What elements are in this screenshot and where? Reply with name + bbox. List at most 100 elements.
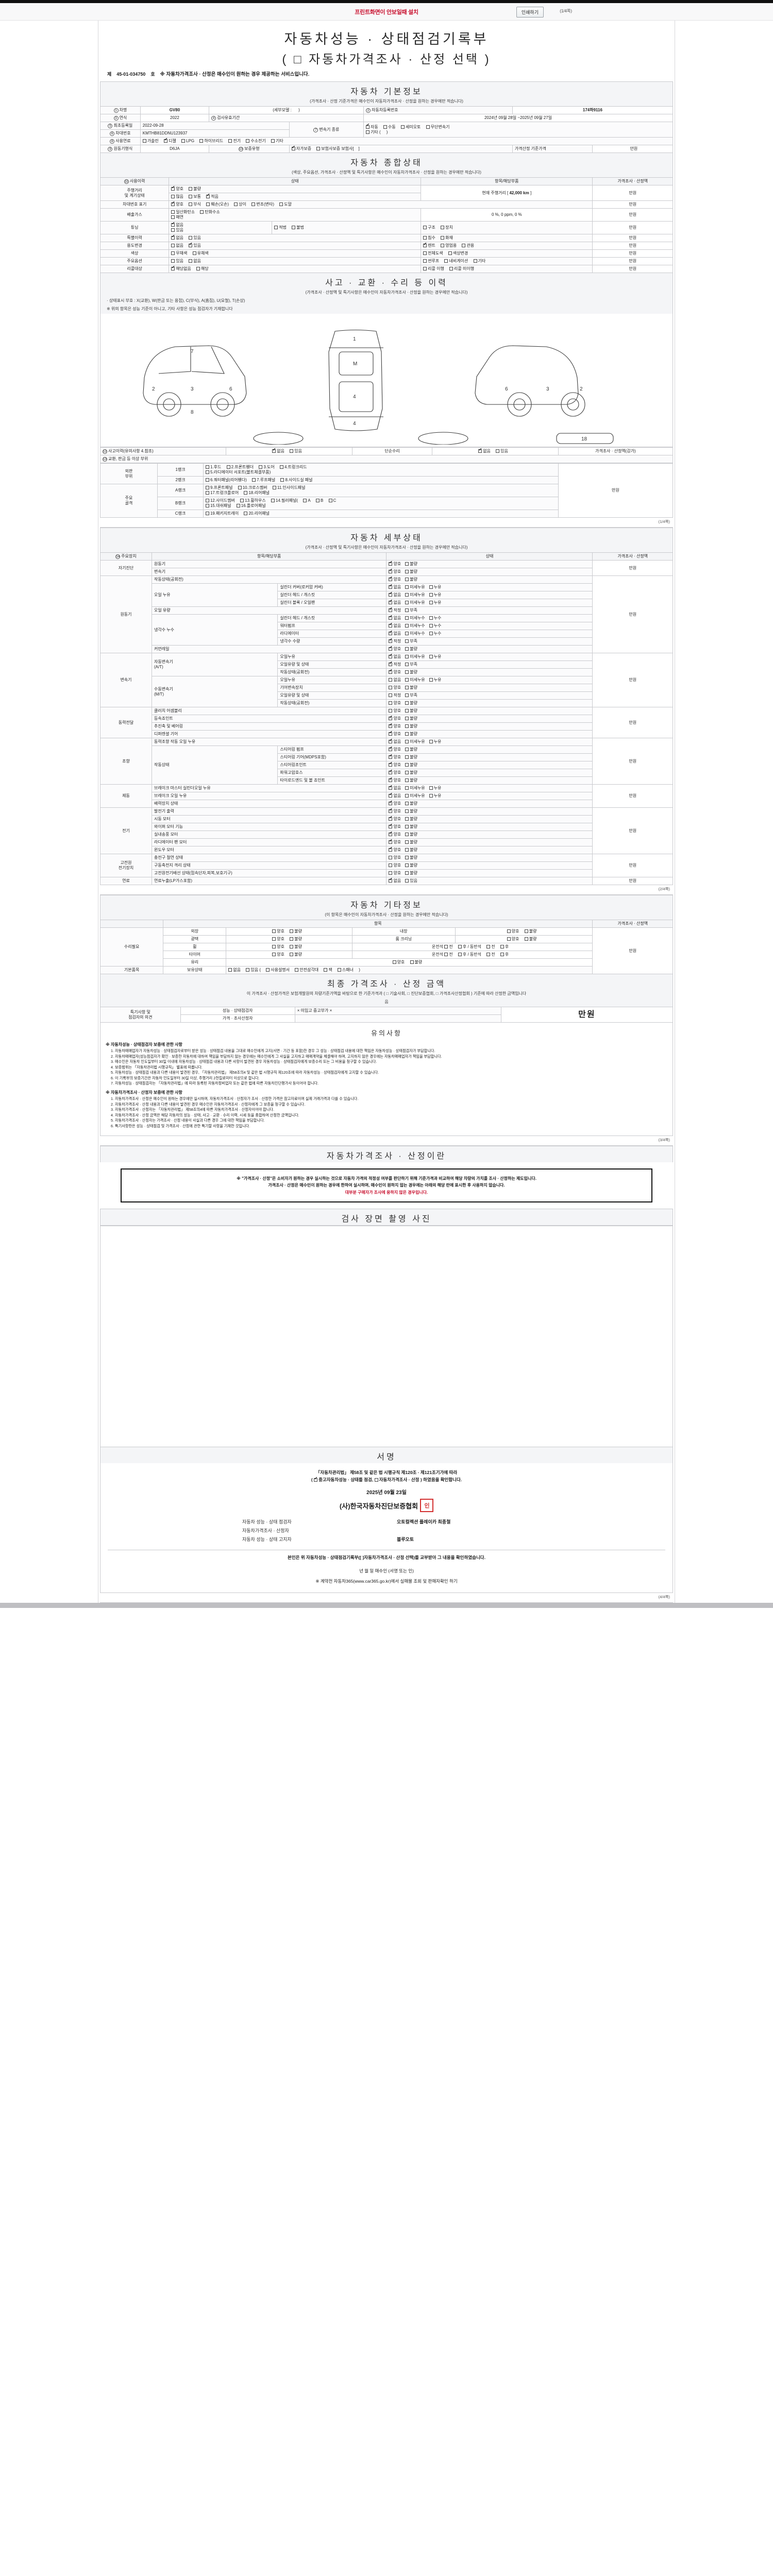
opt-device[interactable]: 장치 xyxy=(441,225,453,230)
checkbox-icon[interactable] xyxy=(444,259,448,263)
opt-누수[interactable]: 누수 xyxy=(429,631,441,636)
checkbox-icon[interactable] xyxy=(389,856,393,859)
checkbox-icon[interactable] xyxy=(192,251,196,255)
opt-co[interactable]: 일산화탄소 xyxy=(171,210,195,215)
opt-bad[interactable]: 불량 xyxy=(290,937,302,942)
part-pillar-b[interactable]: B xyxy=(315,498,323,503)
opt-exists[interactable]: 있음 xyxy=(496,449,508,454)
opt-누유[interactable]: 누유 xyxy=(429,600,441,605)
checkbox-icon[interactable] xyxy=(280,478,284,482)
checkbox-icon[interactable] xyxy=(423,236,427,240)
opt-rear-passenger[interactable]: 후 / 동반석 xyxy=(458,944,481,950)
checkbox-icon[interactable] xyxy=(423,259,427,263)
checkbox-icon[interactable] xyxy=(478,448,482,453)
opt-양호[interactable]: 양호 xyxy=(389,701,401,706)
opt-front-driver[interactable]: 전 xyxy=(444,944,453,950)
checkbox-icon[interactable] xyxy=(405,724,409,728)
checkbox-icon[interactable] xyxy=(206,193,210,198)
opt-illegal[interactable]: 불법 xyxy=(292,225,304,230)
checkbox-icon[interactable] xyxy=(444,953,448,956)
checkbox-icon[interactable] xyxy=(405,593,409,597)
checkbox-icon[interactable] xyxy=(291,145,295,150)
checkbox-icon[interactable] xyxy=(405,632,409,635)
opt-누유[interactable]: 누유 xyxy=(429,786,441,791)
opt-양호[interactable]: 양호 xyxy=(389,863,401,868)
checkbox-icon[interactable] xyxy=(389,871,393,875)
opt-front-driver[interactable]: 전 xyxy=(444,952,453,957)
checkbox-icon[interactable] xyxy=(279,202,283,206)
opt-없음[interactable]: 없음 xyxy=(389,877,401,884)
opt-altered[interactable]: 변조(변타) xyxy=(251,202,274,207)
opt-양호[interactable]: 양호 xyxy=(389,761,401,768)
checkbox-icon[interactable] xyxy=(507,929,511,933)
opt-미세누유[interactable]: 미세누유 xyxy=(405,654,425,659)
opt-누유[interactable]: 누유 xyxy=(429,677,441,683)
checkbox-icon[interactable] xyxy=(171,259,175,263)
part-roof-panel[interactable]: 7.루프패널 xyxy=(252,478,275,483)
checkbox-icon[interactable] xyxy=(405,601,409,604)
checkbox-icon[interactable] xyxy=(507,937,511,941)
checkbox-icon[interactable] xyxy=(405,693,409,697)
opt-none[interactable]: 없음 xyxy=(171,222,183,228)
checkbox-icon[interactable] xyxy=(405,570,409,573)
checkbox-icon[interactable] xyxy=(171,195,175,198)
checkbox-icon[interactable] xyxy=(205,465,209,469)
checkbox-icon[interactable] xyxy=(405,833,409,836)
checkbox-icon[interactable] xyxy=(206,202,210,206)
opt-불량[interactable]: 불량 xyxy=(405,801,417,806)
checkbox-icon[interactable] xyxy=(295,968,299,972)
checkbox-icon[interactable] xyxy=(389,709,393,713)
opt-few[interactable]: 적음 xyxy=(206,193,219,199)
opt-양호[interactable]: 양호 xyxy=(389,816,401,822)
checkbox-icon[interactable] xyxy=(240,499,244,502)
opt-양호[interactable]: 양호 xyxy=(389,731,401,737)
opt-exists[interactable]: 있음 xyxy=(171,259,183,264)
checkbox-icon[interactable] xyxy=(429,601,433,604)
opt-불량[interactable]: 불량 xyxy=(405,778,417,783)
checkbox-icon[interactable] xyxy=(181,139,186,143)
checkbox-icon[interactable] xyxy=(389,746,393,751)
opt-불량[interactable]: 불량 xyxy=(405,685,417,690)
opt-양호[interactable]: 양호 xyxy=(389,685,401,690)
checkbox-icon[interactable] xyxy=(171,185,175,191)
trans-opt-manual[interactable]: 수동 xyxy=(383,125,396,130)
checkbox-icon[interactable] xyxy=(272,929,276,933)
part-dash-panel[interactable]: 15.대쉬패널 xyxy=(205,503,231,509)
trans-opt-auto[interactable]: 자동 xyxy=(366,123,378,130)
checkbox-icon[interactable] xyxy=(389,785,393,790)
checkbox-icon[interactable] xyxy=(423,251,427,255)
checkbox-icon[interactable] xyxy=(405,871,409,875)
opt-불량[interactable]: 불량 xyxy=(405,770,417,775)
fuel-opt-lpg[interactable]: LPG xyxy=(181,139,194,144)
opt-미세누유[interactable]: 미세누유 xyxy=(405,600,425,605)
opt-bad[interactable]: 불량 xyxy=(189,187,201,192)
opt-rear[interactable]: 후 xyxy=(500,944,509,950)
opt-recall-done[interactable]: 리콜 이행 xyxy=(423,266,444,272)
checkbox-icon[interactable] xyxy=(171,222,175,227)
checkbox-icon[interactable] xyxy=(405,755,409,759)
checkbox-icon[interactable] xyxy=(429,585,433,589)
checkbox-icon[interactable] xyxy=(423,267,427,270)
opt-normal[interactable]: 보통 xyxy=(189,194,201,199)
opt-exists[interactable]: 있음 xyxy=(189,235,201,241)
checkbox-icon[interactable] xyxy=(171,244,175,247)
opt-누유[interactable]: 누유 xyxy=(429,793,441,799)
part-front-fender[interactable]: 2.프론트휀더 xyxy=(226,465,254,470)
opt-none[interactable]: 없음 xyxy=(171,243,183,248)
opt-rear[interactable]: 후 xyxy=(500,952,509,957)
opt-양호[interactable]: 양호 xyxy=(389,800,401,806)
opt-triangle[interactable]: 안전삼각대 xyxy=(295,968,318,973)
opt-불량[interactable]: 불량 xyxy=(405,670,417,675)
checkbox-icon[interactable] xyxy=(389,646,393,651)
part-side-member[interactable]: 12.사이드멤버 xyxy=(205,498,235,503)
checkbox-icon[interactable] xyxy=(389,615,393,620)
checkbox-icon[interactable] xyxy=(389,761,393,767)
opt-bad[interactable]: 불량 xyxy=(524,937,536,942)
checkbox-icon[interactable] xyxy=(486,953,491,956)
opt-manual[interactable]: 사용설명서 xyxy=(266,968,290,973)
fuel-opt-electric[interactable]: 전기 xyxy=(228,139,241,144)
part-door[interactable]: 3.도어 xyxy=(259,465,275,470)
checkbox-icon[interactable] xyxy=(389,823,393,828)
opt-양호[interactable]: 양호 xyxy=(389,568,401,574)
checkbox-icon[interactable] xyxy=(524,929,528,933)
